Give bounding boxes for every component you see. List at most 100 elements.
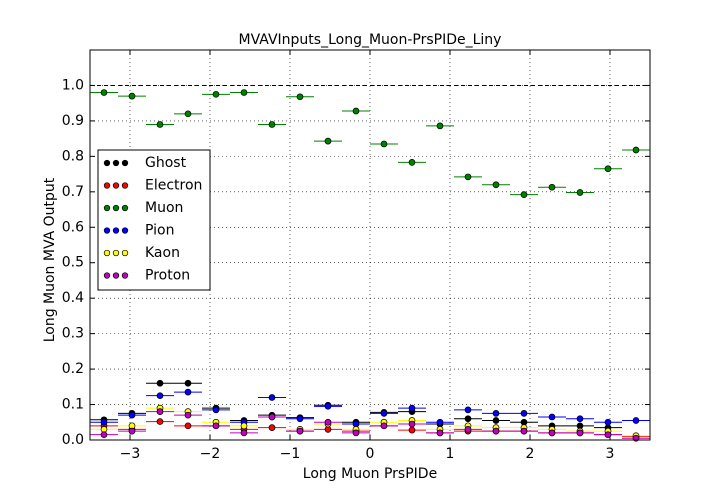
y-tick-label: 0.7 — [62, 184, 84, 200]
point — [184, 388, 192, 396]
point — [268, 121, 276, 128]
point — [380, 140, 388, 148]
point — [184, 110, 192, 118]
point — [324, 137, 332, 145]
point — [156, 121, 164, 128]
y-tick-label: 0.4 — [62, 290, 84, 306]
point — [156, 379, 164, 387]
point — [548, 413, 556, 421]
point — [212, 422, 220, 430]
point — [548, 429, 556, 437]
x-tick-label: −2 — [200, 446, 221, 462]
point — [632, 146, 640, 154]
point — [128, 427, 136, 435]
point — [128, 411, 136, 419]
point — [296, 93, 304, 101]
y-tick-label: 0.3 — [62, 326, 84, 342]
point — [492, 427, 500, 435]
point — [240, 429, 248, 437]
legend-marker — [121, 227, 129, 234]
point — [436, 429, 444, 437]
point — [408, 420, 416, 428]
point — [268, 394, 276, 401]
point — [520, 410, 528, 417]
point — [576, 415, 584, 423]
point — [576, 429, 584, 437]
x-tick-label: 2 — [526, 446, 535, 462]
point — [156, 408, 164, 415]
legend-marker — [121, 182, 129, 189]
point — [408, 426, 416, 434]
point — [576, 189, 584, 196]
legend-marker — [103, 204, 111, 212]
legend-label: Kaon — [145, 245, 180, 261]
point — [464, 173, 472, 181]
point — [604, 418, 612, 426]
legend-marker — [112, 227, 120, 234]
point — [184, 422, 192, 430]
x-tick-label: −3 — [120, 446, 141, 462]
y-tick-label: 0.9 — [62, 113, 84, 129]
legend-marker — [103, 227, 111, 234]
point — [184, 411, 192, 419]
y-tick-label: 0.8 — [62, 148, 84, 164]
x-tick-label: 0 — [366, 446, 375, 462]
y-tick-label: 0.2 — [62, 361, 84, 377]
y-tick-label: 0.1 — [62, 397, 84, 413]
point — [380, 410, 388, 417]
point — [520, 191, 528, 199]
x-tick-label: 3 — [606, 446, 615, 462]
point — [604, 431, 612, 439]
x-tick-label: −1 — [280, 446, 301, 462]
point — [352, 429, 360, 437]
point — [520, 427, 528, 435]
point — [408, 404, 416, 412]
point — [268, 413, 276, 421]
point — [492, 181, 500, 189]
x-axis-label: Long Muon PrsPIDe — [303, 466, 437, 482]
legend-marker — [112, 249, 120, 257]
legend-label: Pion — [145, 223, 174, 239]
plot-frame — [89, 49, 651, 441]
point — [268, 424, 276, 431]
legend-marker — [112, 182, 120, 189]
point — [324, 402, 332, 410]
point — [632, 417, 640, 424]
legend-marker — [103, 249, 111, 257]
point — [352, 107, 360, 115]
y-tick-label: 0.6 — [62, 219, 84, 235]
point — [464, 426, 472, 433]
legend-marker — [103, 272, 111, 279]
legend-marker — [121, 272, 129, 279]
legend-marker — [121, 204, 129, 212]
x-tick-label: 1 — [446, 446, 455, 462]
point — [100, 418, 108, 426]
point — [296, 415, 304, 423]
point — [492, 410, 500, 417]
point — [492, 417, 500, 424]
point — [212, 90, 220, 98]
point — [548, 183, 556, 191]
point — [464, 415, 472, 423]
legend-marker — [103, 159, 111, 167]
legend-box — [97, 149, 211, 291]
point — [240, 422, 248, 430]
y-tick-label: 0.0 — [62, 432, 84, 448]
legend-marker — [112, 159, 120, 167]
legend-label: Proton — [145, 268, 190, 284]
point — [240, 89, 248, 96]
point — [212, 406, 220, 414]
point — [156, 418, 164, 425]
legend-marker — [121, 249, 129, 257]
point — [604, 165, 612, 173]
legend-marker — [112, 272, 120, 279]
point — [324, 418, 332, 426]
point — [100, 89, 108, 96]
point — [464, 406, 472, 414]
point — [156, 392, 164, 400]
point — [296, 427, 304, 435]
legend-label: Ghost — [145, 155, 187, 171]
legend-marker — [112, 204, 120, 212]
point — [100, 431, 108, 439]
